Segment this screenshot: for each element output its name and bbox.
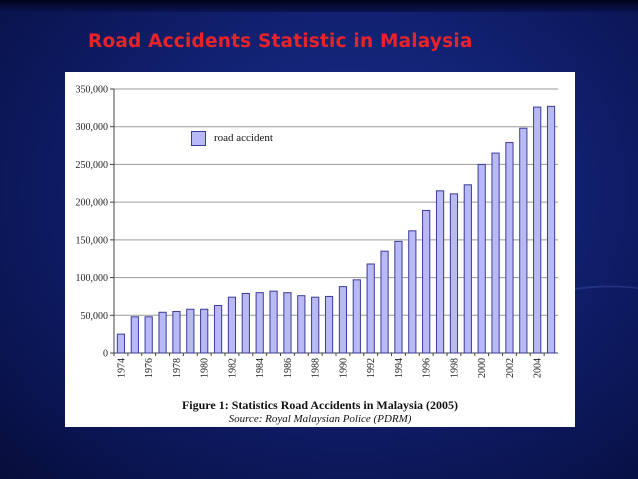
caption-source: Source: Royal Malaysian Police (PDRM) — [228, 413, 412, 425]
bar — [546, 105, 556, 354]
bar — [477, 163, 486, 354]
legend-label: road accident — [214, 132, 273, 144]
bar — [186, 308, 195, 354]
chart-panel: 0 50,000 100,000 150,000 200,000 250,000 300,0… — [65, 72, 575, 427]
x-tick-label: 1992 — [366, 358, 377, 378]
figure-caption: Figure 1: Statistics Road Accidents in M… — [65, 398, 575, 425]
bar — [283, 292, 292, 354]
y-tick-label: 200,000 — [76, 198, 109, 209]
slide-top-bar — [0, 0, 638, 12]
bar — [144, 316, 153, 354]
x-tick-label: 2000 — [477, 358, 488, 378]
y-tick-label: 300,000 — [76, 122, 109, 133]
bar — [200, 308, 209, 354]
x-tick-label: 1990 — [338, 358, 349, 378]
x-tick-label: 2002 — [505, 358, 516, 378]
x-tick-label: 2004 — [533, 358, 544, 378]
x-tick-label: 1988 — [311, 358, 322, 378]
bar — [158, 311, 167, 354]
bar — [269, 290, 278, 354]
bar — [241, 292, 250, 354]
bar — [130, 316, 139, 354]
bar — [352, 279, 361, 354]
y-tick-label: 150,000 — [76, 235, 109, 246]
bar — [408, 230, 417, 354]
bar — [463, 184, 472, 354]
x-tick-label: 1976 — [144, 358, 155, 378]
bar — [519, 127, 528, 354]
y-tick-label: 100,000 — [76, 273, 109, 284]
bar — [435, 190, 445, 354]
bar — [394, 240, 403, 354]
bar — [491, 152, 500, 354]
caption-title: Figure 1: Statistics Road Accidents in M… — [181, 398, 459, 412]
bar — [338, 286, 348, 354]
bar — [533, 106, 542, 354]
bar — [505, 142, 514, 354]
bar — [449, 193, 459, 354]
bar — [380, 250, 389, 354]
bar — [172, 311, 181, 354]
bar — [422, 209, 431, 354]
y-tick-label: 0 — [103, 349, 108, 360]
bar — [311, 296, 320, 354]
y-tick-label: 250,000 — [76, 160, 109, 171]
bar — [213, 304, 223, 354]
bar-chart: 0 50,000 100,000 150,000 200,000 250,000 300,0… — [76, 85, 558, 378]
bar — [324, 295, 334, 354]
x-tick-label: 1980 — [200, 358, 211, 378]
x-tick-label: 1986 — [283, 358, 294, 378]
x-tick-label: 1982 — [227, 358, 238, 378]
x-tick-label: 1974 — [116, 358, 127, 378]
bar — [297, 295, 306, 354]
x-tick-label: 1978 — [172, 358, 183, 378]
slide-title: Road Accidents Statistic in Malaysia — [88, 31, 473, 52]
bar — [255, 292, 264, 354]
bar — [366, 263, 375, 354]
legend-swatch — [191, 131, 206, 146]
x-tick-label: 1998 — [449, 358, 460, 378]
y-tick-label: 50,000 — [81, 311, 109, 322]
x-tick-label: 1996 — [422, 358, 433, 378]
bar — [227, 296, 237, 354]
y-tick-label: 350,000 — [76, 85, 109, 96]
bar — [116, 333, 126, 354]
x-tick-label: 1994 — [394, 358, 405, 378]
x-tick-label: 1984 — [255, 358, 266, 378]
